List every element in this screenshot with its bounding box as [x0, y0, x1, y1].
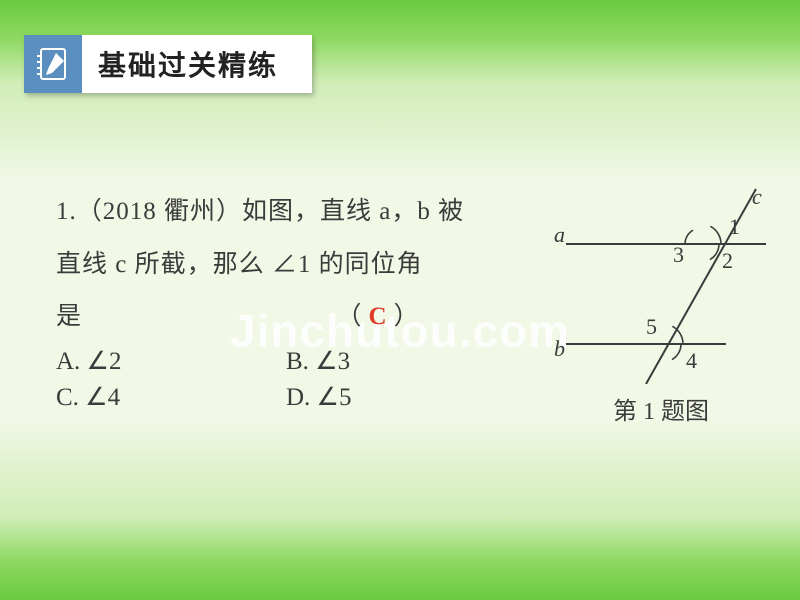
option-a: A. ∠2	[56, 346, 286, 376]
question-block: 1.（2018 衢州）如图，直线 a，b 被 直线 c 所截，那么 ∠1 的同位…	[56, 186, 746, 412]
notes-icon	[34, 45, 72, 83]
svg-text:3: 3	[673, 242, 684, 267]
svg-text:2: 2	[722, 248, 733, 273]
figure: a b c1 2 3 4 5 第 1 题图	[546, 184, 776, 426]
answer-letter: C	[363, 303, 394, 330]
figure-caption: 第 1 题图	[546, 391, 776, 426]
option-d: D. ∠5	[286, 382, 466, 412]
svg-text:a: a	[554, 222, 565, 247]
answer-group: （C）	[337, 291, 420, 344]
svg-text:5: 5	[646, 314, 657, 339]
svg-text:4: 4	[686, 348, 697, 373]
svg-text:c: c	[752, 184, 762, 209]
q-line1: 如图，直线 a，b 被	[242, 198, 464, 225]
geometry-diagram: a b c1 2 3 4 5	[546, 184, 776, 384]
option-b: B. ∠3	[286, 346, 466, 376]
svg-text:b: b	[554, 336, 565, 361]
question-source: （2018 衢州）	[77, 198, 242, 225]
option-c: C. ∠4	[56, 382, 286, 412]
svg-text:1: 1	[729, 214, 740, 239]
header-title: 基础过关精练	[82, 35, 312, 93]
header-icon	[24, 35, 82, 93]
question-number: 1.	[56, 198, 77, 225]
section-header: 基础过关精练	[24, 35, 312, 93]
q-line3: 是	[56, 303, 82, 330]
